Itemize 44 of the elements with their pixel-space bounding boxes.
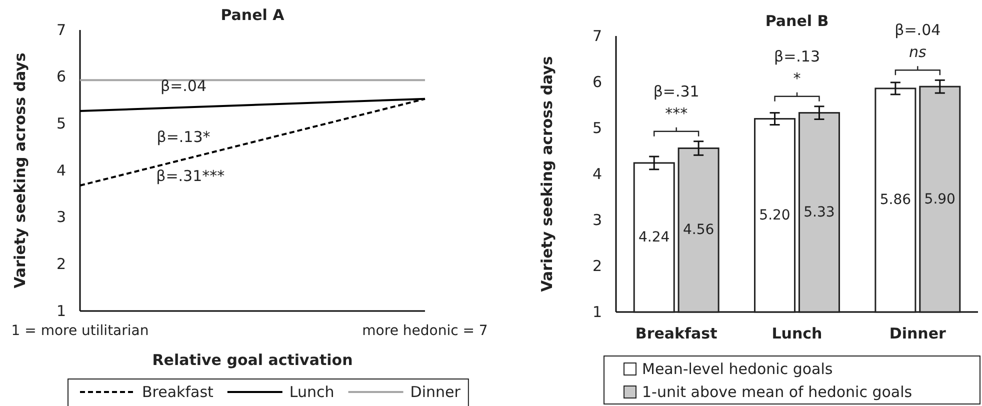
legend-label: Mean-level hedonic goals: [642, 360, 833, 378]
y-axis-title: Variety seeking across days: [538, 56, 556, 292]
data-label: 4.24: [638, 229, 670, 246]
y-tick-label: 7: [56, 20, 66, 39]
annotation: β=.04: [894, 21, 941, 40]
x-tick-label: more hedonic = 7: [362, 322, 488, 339]
data-label: 5.20: [759, 207, 790, 224]
annotation: β=.04: [160, 77, 206, 96]
x-tick-label: Dinner: [889, 324, 947, 343]
y-tick-label: 5: [592, 118, 602, 137]
x-tick-label: Breakfast: [635, 324, 718, 343]
y-tick-label: 2: [592, 256, 602, 275]
legend-label: Breakfast: [142, 383, 214, 401]
data-label: 5.33: [804, 204, 835, 220]
data-label: 5.90: [924, 191, 956, 208]
annotation: β=.31: [653, 82, 700, 100]
y-tick-label: 6: [592, 72, 602, 91]
x-tick-label: Lunch: [772, 324, 822, 343]
y-tick-label: 1: [56, 302, 66, 320]
y-tick-label: 3: [56, 208, 66, 226]
annotation: ***: [665, 104, 688, 122]
y-tick-label: 1: [592, 302, 602, 321]
data-label: 5.86: [880, 192, 912, 208]
y-tick-label: 3: [592, 210, 602, 229]
annotation: *: [793, 69, 802, 88]
y-tick-label: 4: [56, 161, 66, 180]
y-tick-label: 5: [56, 114, 66, 132]
x-tick-label: 1 = more utilitarian: [11, 322, 149, 339]
x-axis-title: Relative goal activation: [152, 351, 353, 369]
data-label: 4.56: [682, 222, 714, 238]
y-tick-label: 4: [592, 164, 602, 183]
legend-label: 1-unit above mean of hedonic goals: [642, 383, 912, 401]
legend-label: Lunch: [289, 383, 334, 401]
legend-label: Dinner: [410, 383, 462, 401]
annotation: ns: [909, 43, 927, 62]
annotation: β=.31***: [156, 167, 226, 186]
annotation: β=.13*: [156, 128, 211, 146]
y-tick-label: 2: [56, 254, 66, 273]
y-axis-title: Variety seeking across days: [11, 52, 29, 288]
chart-title: Panel B: [765, 12, 829, 30]
annotation: β=.13: [774, 47, 820, 66]
y-tick-label: 7: [592, 26, 602, 45]
y-tick-label: 6: [56, 68, 66, 86]
chart-title: Panel A: [220, 6, 285, 24]
